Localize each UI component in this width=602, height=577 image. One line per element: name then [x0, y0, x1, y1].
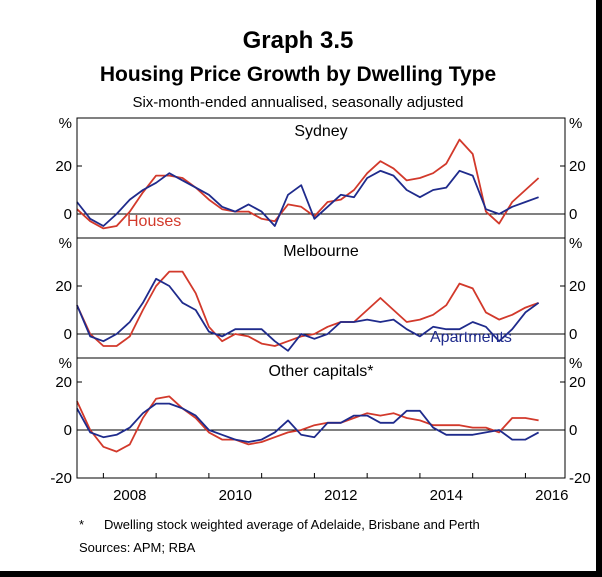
y-tick-label-right: 0 [569, 326, 577, 343]
x-tick-label: 2010 [219, 487, 252, 504]
panel-title: Sydney [294, 123, 347, 140]
y-tick-label-left: 0 [64, 206, 72, 223]
y-tick-label-left: 20 [55, 278, 72, 295]
graph-subtitle: Six-month-ended annualised, seasonally a… [132, 94, 464, 111]
y-tick-label-right: 0 [569, 422, 577, 439]
panel-title: Melbourne [283, 243, 359, 260]
y-tick-label-right: 20 [569, 158, 586, 175]
y-tick-label-right: -20 [569, 470, 591, 487]
houses-label: Houses [127, 213, 181, 230]
y-tick-label-left: % [59, 235, 72, 252]
graph-number: Graph 3.5 [242, 27, 354, 54]
y-tick-label-left: 0 [64, 326, 72, 343]
graph-frame: Graph 3.5 Housing Price Growth by Dwelli… [0, 0, 596, 571]
y-tick-label-right: 20 [569, 278, 586, 295]
y-tick-label-left: % [59, 355, 72, 372]
y-tick-label-left: 20 [55, 158, 72, 175]
y-tick-label-right: 0 [569, 206, 577, 223]
series-line-houses [76, 138, 540, 230]
chart-svg: % % 20 20 0 0 Sydney Houses% % 20 20 0 0 Melbourne Apa… [50, 115, 591, 504]
footnote: Dwelling stock weighted average of Adela… [104, 517, 480, 532]
footnote-marker: * [79, 517, 85, 532]
plot-border [76, 117, 566, 479]
series-line-apartments [76, 402, 540, 443]
y-tick-label-left: -20 [50, 470, 72, 487]
x-tick-label: 2008 [113, 487, 146, 504]
y-tick-label-left: 0 [64, 422, 72, 439]
y-tick-label-left: 20 [55, 374, 72, 391]
x-tick-label: 2016 [535, 487, 568, 504]
apartments-label: Apartments [430, 329, 512, 346]
y-tick-label-left: % [59, 115, 72, 132]
y-tick-label-right: % [569, 355, 582, 372]
y-tick-label-right: % [569, 235, 582, 252]
series-line-houses [76, 395, 539, 453]
series-line-apartments [76, 169, 539, 227]
x-tick-label: 2014 [430, 487, 463, 504]
series-line-apartments [76, 277, 540, 352]
panel-title: Other capitals* [269, 363, 374, 380]
y-tick-label-right: % [569, 115, 582, 132]
x-tick-label: 2012 [324, 487, 357, 504]
sources: Sources: APM; RBA [79, 540, 196, 555]
graph-title: Housing Price Growth by Dwelling Type [99, 63, 497, 86]
series-line-houses [76, 270, 539, 347]
y-tick-label-right: 20 [569, 374, 586, 391]
